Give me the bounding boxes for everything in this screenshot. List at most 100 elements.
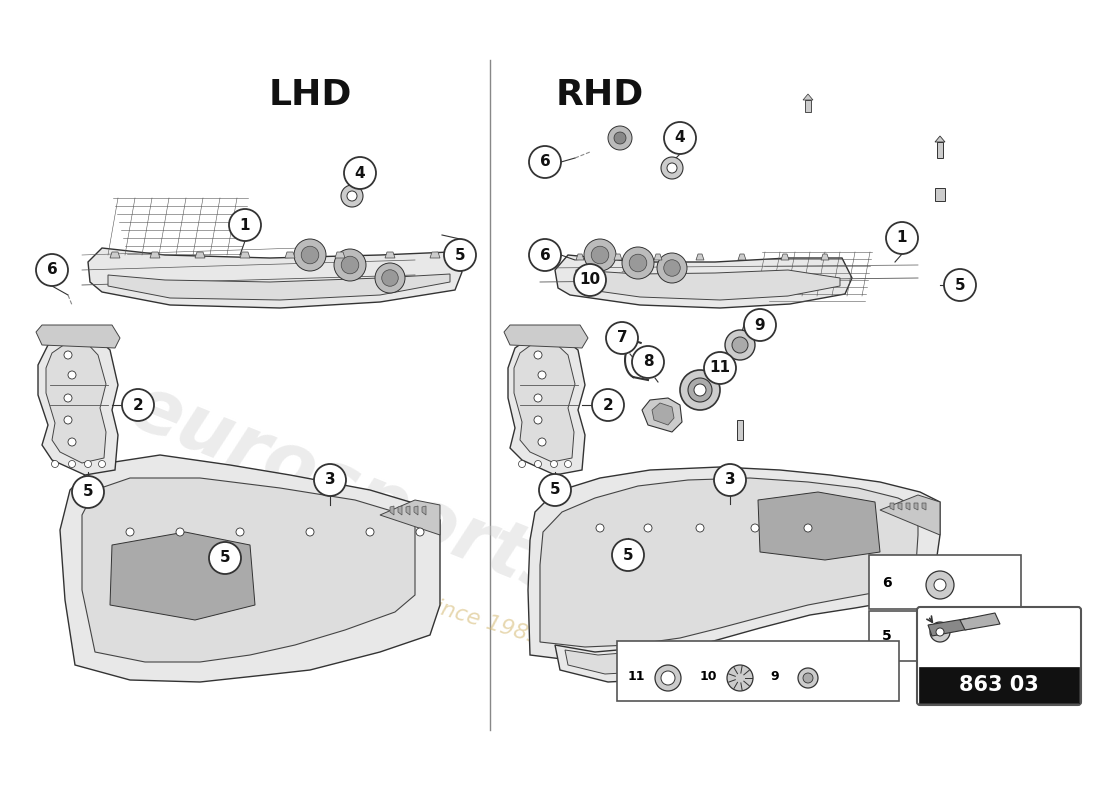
Circle shape [574, 264, 606, 296]
Polygon shape [906, 503, 910, 510]
Polygon shape [935, 188, 945, 201]
Circle shape [926, 571, 954, 599]
Text: 5: 5 [220, 550, 230, 566]
Polygon shape [504, 325, 588, 348]
Polygon shape [960, 613, 1000, 630]
Polygon shape [379, 500, 440, 535]
Circle shape [68, 438, 76, 446]
Circle shape [294, 239, 326, 271]
Circle shape [444, 239, 476, 271]
Polygon shape [46, 340, 106, 463]
Circle shape [416, 528, 424, 536]
Text: 9: 9 [755, 318, 766, 333]
Polygon shape [240, 252, 250, 258]
Circle shape [534, 416, 542, 424]
Circle shape [64, 416, 72, 424]
Circle shape [632, 346, 664, 378]
Circle shape [667, 163, 676, 173]
Circle shape [529, 146, 561, 178]
Polygon shape [514, 340, 575, 462]
Circle shape [608, 126, 632, 150]
Polygon shape [880, 495, 940, 535]
Circle shape [714, 464, 746, 496]
Circle shape [68, 461, 76, 467]
Text: 6: 6 [46, 262, 57, 278]
Polygon shape [614, 254, 622, 260]
Circle shape [64, 394, 72, 402]
Text: 5: 5 [550, 482, 560, 498]
FancyBboxPatch shape [617, 641, 899, 701]
Text: 2: 2 [603, 398, 614, 413]
Text: 863 03: 863 03 [959, 675, 1038, 695]
Circle shape [176, 528, 184, 536]
Polygon shape [398, 506, 402, 515]
Text: 5: 5 [454, 247, 465, 262]
Circle shape [344, 157, 376, 189]
Polygon shape [821, 254, 829, 260]
Circle shape [886, 222, 918, 254]
Circle shape [614, 132, 626, 144]
Polygon shape [406, 506, 410, 515]
Circle shape [694, 384, 706, 396]
Circle shape [725, 330, 755, 360]
Polygon shape [642, 398, 682, 432]
Polygon shape [805, 100, 811, 112]
Text: 8: 8 [642, 354, 653, 370]
Circle shape [657, 253, 688, 283]
Polygon shape [36, 325, 120, 348]
Polygon shape [737, 420, 742, 440]
Circle shape [382, 270, 398, 286]
Circle shape [550, 461, 558, 467]
Circle shape [688, 378, 712, 402]
Circle shape [85, 461, 91, 467]
Polygon shape [556, 255, 852, 308]
FancyBboxPatch shape [917, 607, 1081, 705]
Circle shape [606, 322, 638, 354]
Text: 5: 5 [82, 485, 94, 499]
Text: LHD: LHD [268, 78, 352, 112]
Text: 10: 10 [580, 273, 601, 287]
Text: 3: 3 [725, 473, 735, 487]
Circle shape [36, 254, 68, 286]
Circle shape [535, 461, 541, 467]
Circle shape [236, 528, 244, 536]
Circle shape [518, 461, 526, 467]
Circle shape [751, 524, 759, 532]
FancyBboxPatch shape [869, 611, 1021, 661]
Polygon shape [935, 136, 945, 142]
Circle shape [663, 260, 680, 276]
Circle shape [341, 185, 363, 207]
Polygon shape [422, 506, 426, 515]
Text: 7: 7 [617, 330, 627, 346]
Circle shape [375, 263, 405, 293]
Circle shape [704, 352, 736, 384]
Polygon shape [758, 492, 880, 560]
Text: 4: 4 [354, 166, 365, 181]
Circle shape [126, 528, 134, 536]
Circle shape [64, 351, 72, 359]
Polygon shape [654, 254, 662, 260]
Text: a passion for parts since 1985: a passion for parts since 1985 [217, 531, 543, 649]
Text: 6: 6 [540, 154, 550, 170]
Circle shape [629, 254, 647, 272]
Circle shape [621, 247, 654, 279]
Polygon shape [576, 270, 840, 300]
Circle shape [644, 524, 652, 532]
Circle shape [68, 371, 76, 379]
Circle shape [314, 464, 346, 496]
Polygon shape [565, 645, 668, 674]
Circle shape [229, 209, 261, 241]
Circle shape [534, 394, 542, 402]
Circle shape [584, 239, 616, 271]
Polygon shape [738, 254, 746, 260]
Circle shape [539, 474, 571, 506]
Polygon shape [898, 503, 902, 510]
Polygon shape [60, 455, 440, 682]
Polygon shape [540, 478, 918, 647]
Circle shape [564, 461, 572, 467]
Circle shape [727, 665, 754, 691]
Circle shape [529, 239, 561, 271]
Circle shape [99, 461, 106, 467]
Circle shape [654, 665, 681, 691]
Polygon shape [928, 618, 975, 636]
